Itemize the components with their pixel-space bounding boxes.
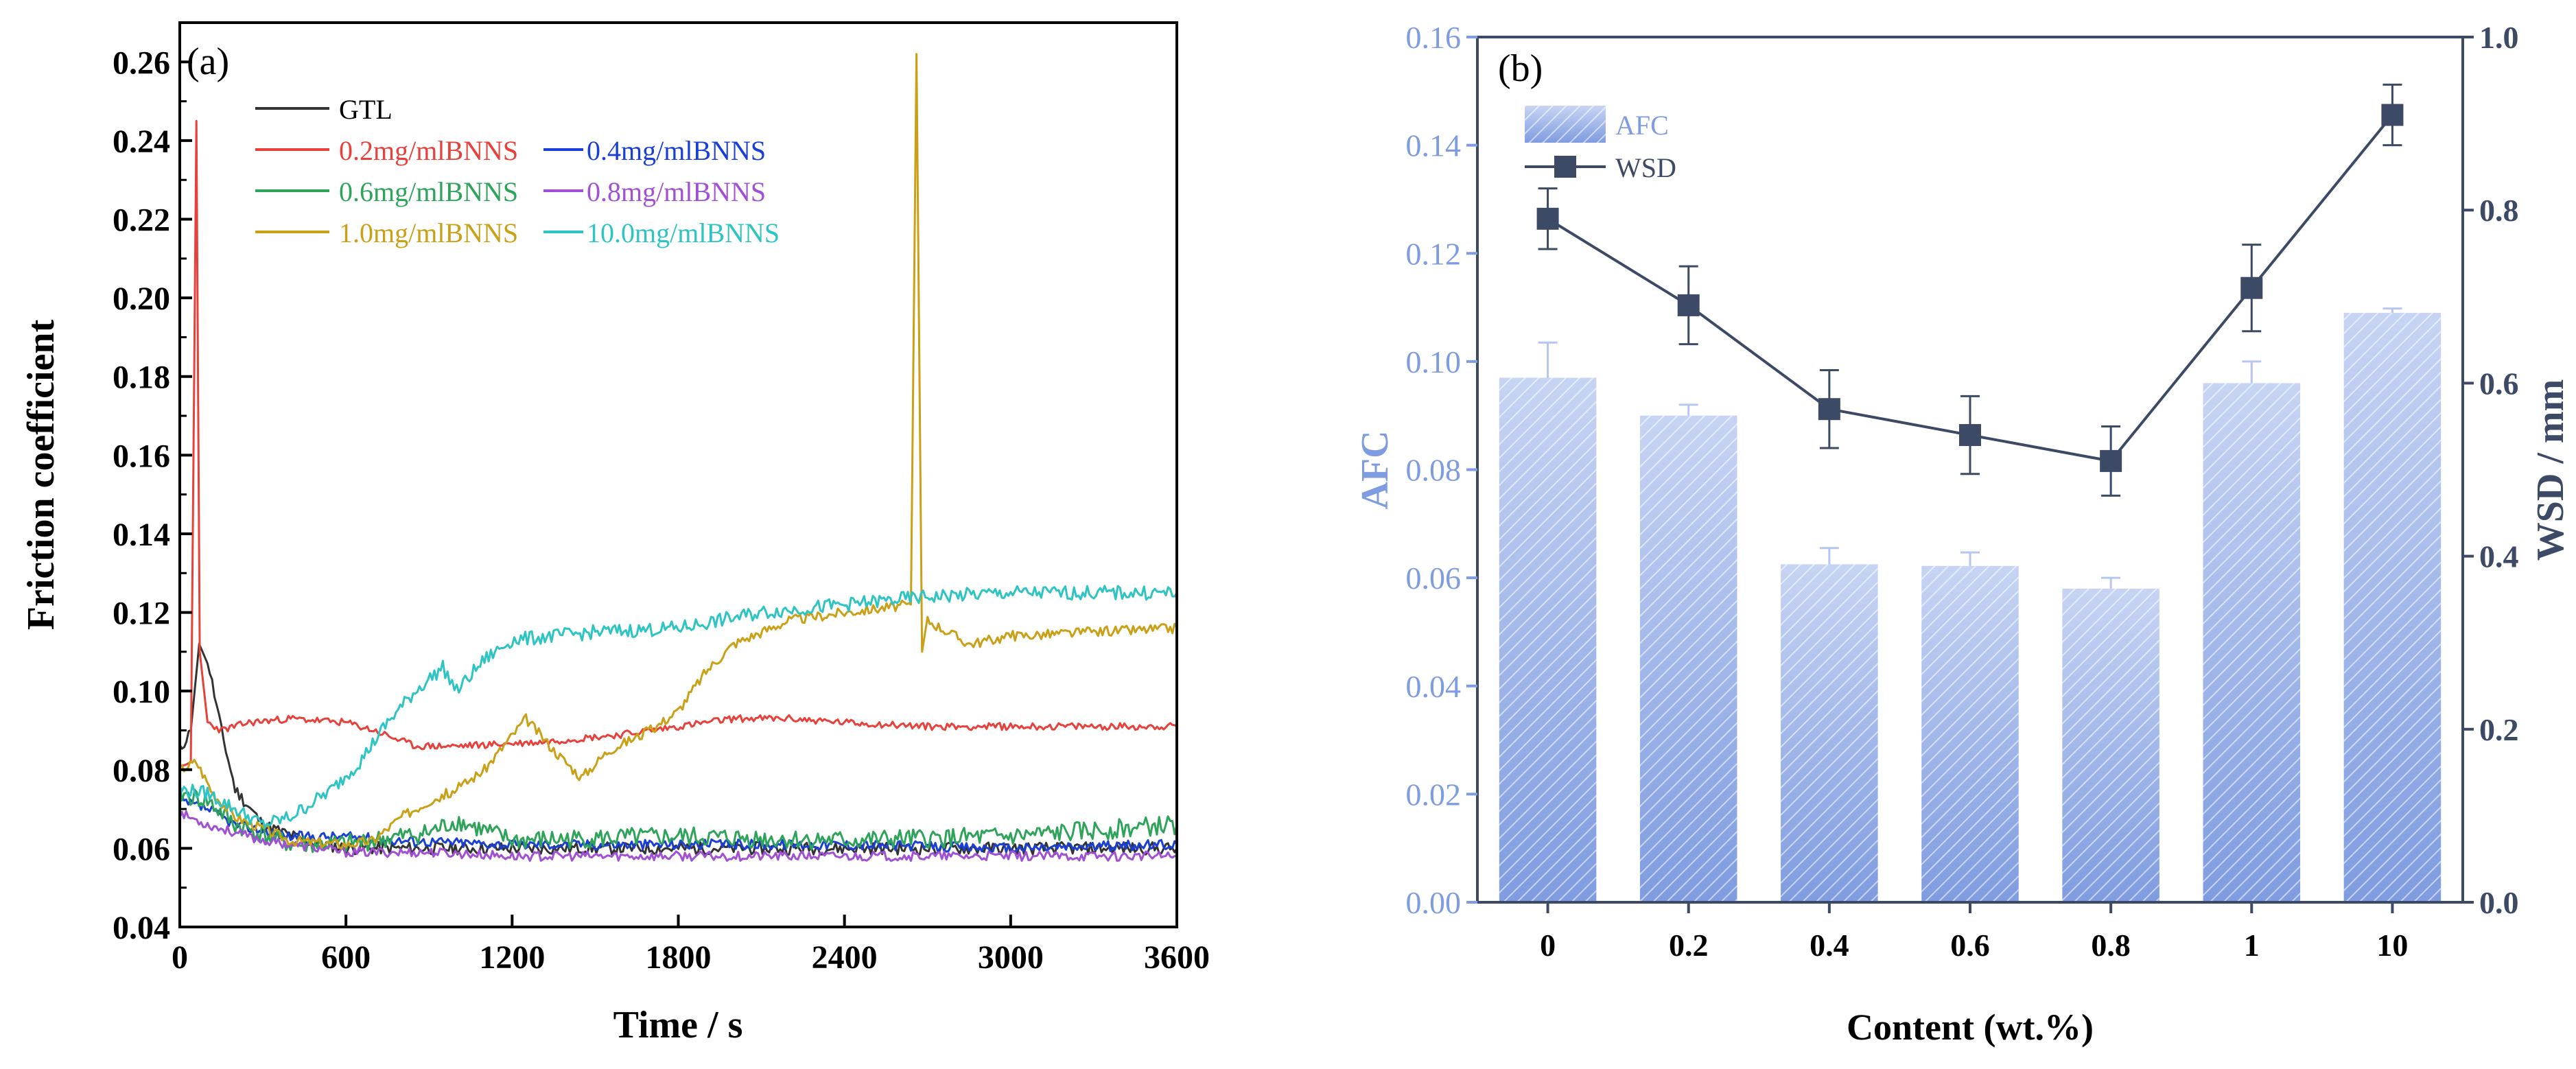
- y-tick-label: 0.24: [113, 124, 170, 160]
- afc-bar-hatch: [2203, 383, 2301, 902]
- legend-swatch-wsd-marker: [1554, 156, 1576, 178]
- right-tick-label: 1.0: [2479, 20, 2519, 55]
- wsd-point: [2100, 449, 2122, 472]
- y-tick-label: 0.16: [113, 438, 170, 474]
- x-tick-label: 600: [321, 939, 371, 976]
- left-tick-label: 0.12: [1406, 236, 1462, 271]
- y-tick-label: 0.22: [113, 202, 170, 239]
- afc-bar-hatch: [2062, 588, 2159, 902]
- y-tick-label: 0.06: [113, 831, 170, 867]
- wsd-point: [2381, 104, 2404, 126]
- wsd-point: [1536, 207, 1559, 230]
- panel-b-axis-ticks: 0 0.2 0.4 0.6 0.8 1 10 0.00 0.02 0.04 0.06 0.08 0.10…: [1406, 20, 2519, 963]
- right-tick-label: 0.0: [2479, 885, 2519, 920]
- panel-b-wsd-line: [1536, 83, 2404, 497]
- left-tick-label: 0.04: [1406, 669, 1462, 704]
- x-tick-label: 3600: [1144, 939, 1210, 976]
- category-label: 1: [2244, 928, 2260, 963]
- y-tick-label: 0.14: [113, 517, 170, 553]
- right-tick-label: 0.6: [2479, 366, 2519, 401]
- category-label: 0: [1540, 928, 1556, 963]
- x-tick-label: 3000: [978, 939, 1044, 976]
- panel-b-bars: [1499, 307, 2442, 903]
- category-label: 10: [2376, 928, 2408, 963]
- panel-a-label: (a): [187, 40, 229, 83]
- left-tick-label: 0.00: [1406, 885, 1462, 920]
- legend-label: 10.0mg/mlBNNS: [587, 218, 780, 248]
- wsd-point: [1677, 294, 1700, 316]
- afc-bar-hatch: [1499, 377, 1597, 902]
- legend-swatch-afc-hatch: [1525, 106, 1606, 143]
- legend-label: 0.8mg/mlBNNS: [587, 176, 766, 207]
- left-tick-label: 0.10: [1406, 344, 1462, 379]
- panel-b-right-axis-title: WSD / mm: [2529, 379, 2572, 561]
- x-tick-label: 2400: [812, 939, 878, 976]
- afc-bar-hatch: [2343, 312, 2442, 903]
- y-tick-label: 0.18: [113, 360, 170, 396]
- x-tick-label: 1200: [479, 939, 545, 976]
- legend-label: 1.0mg/mlBNNS: [339, 218, 518, 248]
- y-tick-label: 0.10: [113, 674, 170, 710]
- legend-label: GTL: [339, 94, 393, 125]
- panel-b: 0 0.2 0.4 0.6 0.8 1 10 0.00 0.02 0.04 0.06 0.08 0.10…: [1354, 20, 2572, 1048]
- x-tick-label: 1800: [646, 939, 712, 976]
- wsd-point: [1818, 398, 1840, 421]
- left-tick-label: 0.08: [1406, 453, 1462, 488]
- series-line-4: [178, 810, 1178, 862]
- y-tick-label: 0.04: [113, 910, 170, 946]
- legend-label: 0.4mg/mlBNNS: [587, 135, 766, 166]
- legend-label-wsd: WSD: [1615, 152, 1676, 183]
- panel-a-y-axis-title: Friction coefficient: [20, 319, 62, 630]
- afc-bar-hatch: [1921, 565, 2019, 902]
- left-tick-label: 0.06: [1406, 561, 1462, 596]
- panel-b-label: (b): [1498, 47, 1543, 90]
- afc-bar-hatch: [1639, 415, 1737, 902]
- panel-b-legend: AFC WSD: [1525, 106, 1676, 183]
- y-tick-label: 0.26: [113, 45, 170, 81]
- wsd-point: [2240, 277, 2263, 299]
- legend-label: 0.2mg/mlBNNS: [339, 135, 518, 166]
- panel-b-left-axis-title: AFC: [1354, 430, 1396, 509]
- right-tick-label: 0.8: [2479, 193, 2519, 228]
- left-tick-label: 0.02: [1406, 777, 1462, 812]
- category-label: 0.6: [1950, 928, 1990, 963]
- left-tick-label: 0.16: [1406, 20, 1462, 55]
- wsd-point: [1959, 424, 1981, 447]
- legend-label: 0.6mg/mlBNNS: [339, 176, 518, 207]
- panel-a: 0 600 1200 1800 2400 3000 3600 0.04 0.06 0.08 0.10…: [20, 21, 1210, 1046]
- legend-label-afc: AFC: [1615, 110, 1669, 141]
- right-tick-label: 0.4: [2479, 539, 2519, 574]
- x-tick-label: 0: [172, 939, 188, 976]
- y-tick-label: 0.08: [113, 753, 170, 789]
- category-label: 0.4: [1810, 928, 1849, 963]
- y-tick-label: 0.20: [113, 281, 170, 317]
- panel-a-series-lines: [178, 53, 1178, 862]
- panel-a-legend: GTL 0.2mg/mlBNNS 0.4mg/mlBNNS 0.6mg/mlBNNS 0…: [255, 94, 780, 248]
- series-line-2: [178, 795, 1178, 854]
- y-tick-label: 0.12: [113, 596, 170, 632]
- series-line-1: [179, 119, 1178, 768]
- category-label: 0.2: [1669, 928, 1709, 963]
- afc-bar-hatch: [1781, 564, 1878, 902]
- series-line-6: [178, 585, 1178, 829]
- panel-b-x-axis-title: Content (wt.%): [1847, 1007, 2094, 1048]
- series-line-0: [178, 642, 1178, 856]
- panel-a-x-axis-title: Time / s: [613, 1004, 743, 1046]
- right-tick-label: 0.2: [2479, 712, 2519, 747]
- category-label: 0.8: [2091, 928, 2131, 963]
- series-line-5: [178, 53, 1178, 849]
- panel-a-axis-ticks: 0 600 1200 1800 2400 3000 3600 0.04 0.06 0.08 0.10…: [113, 45, 1210, 976]
- left-tick-label: 0.14: [1406, 128, 1462, 163]
